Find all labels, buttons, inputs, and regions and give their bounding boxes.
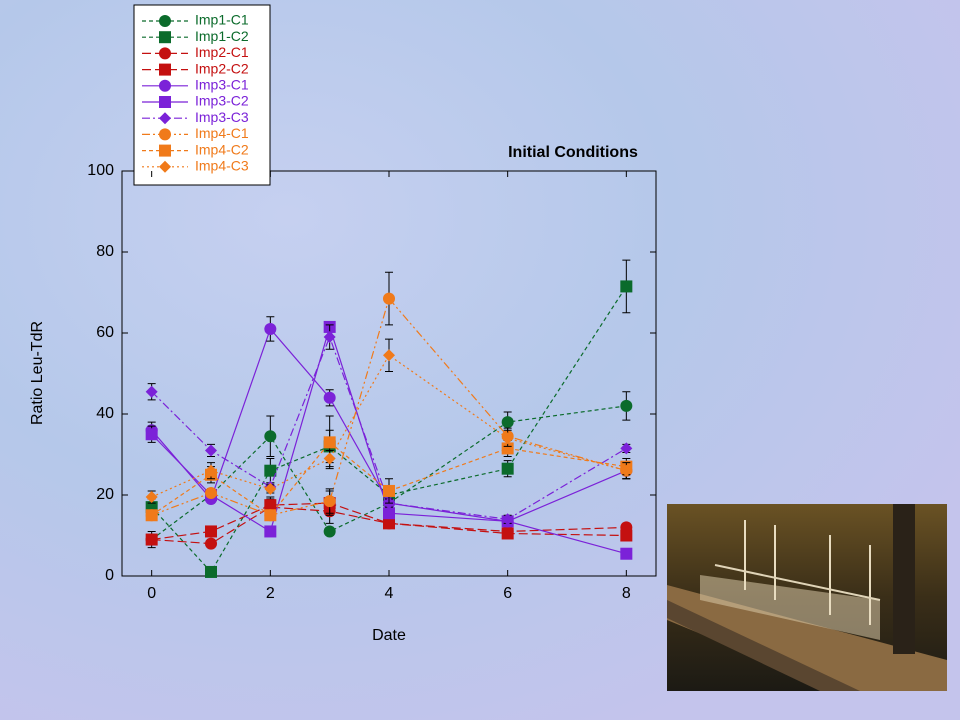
marker bbox=[205, 486, 217, 499]
x-tick-label: 4 bbox=[385, 585, 394, 602]
marker bbox=[620, 529, 633, 542]
marker bbox=[205, 464, 217, 477]
marker bbox=[620, 280, 633, 293]
marker bbox=[264, 464, 277, 477]
legend bbox=[133, 4, 271, 186]
marker bbox=[159, 47, 171, 60]
marker bbox=[264, 430, 277, 443]
marker bbox=[145, 428, 158, 441]
legend-entry: Imp3-C2 bbox=[142, 93, 249, 109]
legend-entry: Imp3-C1 bbox=[142, 77, 249, 93]
marker bbox=[323, 495, 336, 508]
marker bbox=[205, 444, 217, 457]
marker bbox=[501, 432, 514, 445]
legend-label: Imp3-C2 bbox=[195, 93, 249, 109]
marker bbox=[205, 537, 217, 550]
x-tick-label: 2 bbox=[266, 585, 275, 602]
legend-entry: Imp2-C1 bbox=[142, 44, 249, 60]
marker bbox=[620, 442, 633, 455]
x-tick-label: 6 bbox=[503, 585, 512, 602]
marker bbox=[145, 533, 158, 546]
marker bbox=[159, 15, 171, 27]
y-tick-label: 20 bbox=[96, 486, 114, 503]
y-tick-label: 60 bbox=[96, 324, 114, 341]
legend-entry: Imp1-C2 bbox=[142, 28, 249, 44]
marker bbox=[323, 436, 336, 449]
marker bbox=[145, 491, 158, 504]
marker bbox=[205, 525, 217, 538]
marker bbox=[264, 322, 277, 335]
legend-label: Imp2-C2 bbox=[195, 60, 249, 76]
y-tick-label: 100 bbox=[87, 162, 114, 179]
legend-label: Imp4-C3 bbox=[195, 158, 249, 174]
y-axis-label: Ratio Leu-TdR bbox=[29, 321, 46, 425]
photo bbox=[667, 504, 947, 691]
marker bbox=[264, 509, 277, 522]
marker bbox=[264, 499, 277, 512]
legend-label: Imp1-C1 bbox=[195, 12, 249, 28]
marker bbox=[620, 464, 633, 477]
marker bbox=[501, 416, 514, 429]
marker bbox=[501, 442, 514, 455]
chart-title: Initial Conditions bbox=[508, 144, 638, 161]
marker bbox=[145, 509, 158, 522]
marker bbox=[145, 385, 158, 398]
marker bbox=[620, 399, 633, 412]
marker bbox=[383, 292, 395, 305]
marker bbox=[383, 349, 395, 362]
marker bbox=[159, 63, 171, 76]
legend-entry: Imp4-C1 bbox=[142, 125, 249, 141]
marker bbox=[205, 565, 217, 578]
marker bbox=[383, 517, 395, 530]
marker bbox=[323, 452, 336, 465]
legend-label: Imp4-C2 bbox=[195, 141, 249, 157]
legend-entry: Imp4-C2 bbox=[142, 141, 249, 157]
marker bbox=[159, 160, 171, 173]
legend-label: Imp3-C3 bbox=[195, 109, 249, 125]
marker bbox=[323, 391, 336, 404]
marker bbox=[383, 507, 395, 520]
marker bbox=[323, 525, 336, 538]
y-tick-label: 40 bbox=[96, 405, 114, 422]
legend-label: Imp4-C1 bbox=[195, 125, 249, 141]
legend-label: Imp3-C1 bbox=[195, 77, 249, 93]
legend-entry: Imp2-C2 bbox=[142, 60, 249, 76]
marker bbox=[501, 462, 514, 475]
legend-entry: Imp3-C3 bbox=[142, 109, 249, 125]
x-tick-label: 8 bbox=[622, 585, 631, 602]
y-tick-label: 80 bbox=[96, 243, 114, 260]
y-tick-label: 0 bbox=[105, 567, 114, 584]
marker bbox=[264, 525, 277, 538]
marker bbox=[620, 547, 633, 560]
series bbox=[145, 338, 633, 504]
marker bbox=[323, 331, 336, 344]
marker bbox=[159, 128, 171, 141]
legend-entry: Imp4-C3 bbox=[142, 158, 249, 174]
legend-label: Imp2-C1 bbox=[195, 44, 249, 60]
marker bbox=[159, 96, 171, 108]
legend-label: Imp1-C2 bbox=[195, 28, 249, 44]
marker bbox=[264, 482, 277, 495]
marker bbox=[501, 527, 514, 540]
legend-entry: Imp1-C1 bbox=[142, 12, 249, 28]
marker bbox=[501, 513, 514, 526]
marker bbox=[159, 31, 171, 44]
x-tick-label: 0 bbox=[147, 585, 156, 602]
marker bbox=[159, 112, 171, 125]
marker bbox=[159, 79, 171, 92]
marker bbox=[159, 144, 171, 157]
x-axis-label: Date bbox=[372, 627, 406, 644]
marker bbox=[383, 484, 395, 497]
